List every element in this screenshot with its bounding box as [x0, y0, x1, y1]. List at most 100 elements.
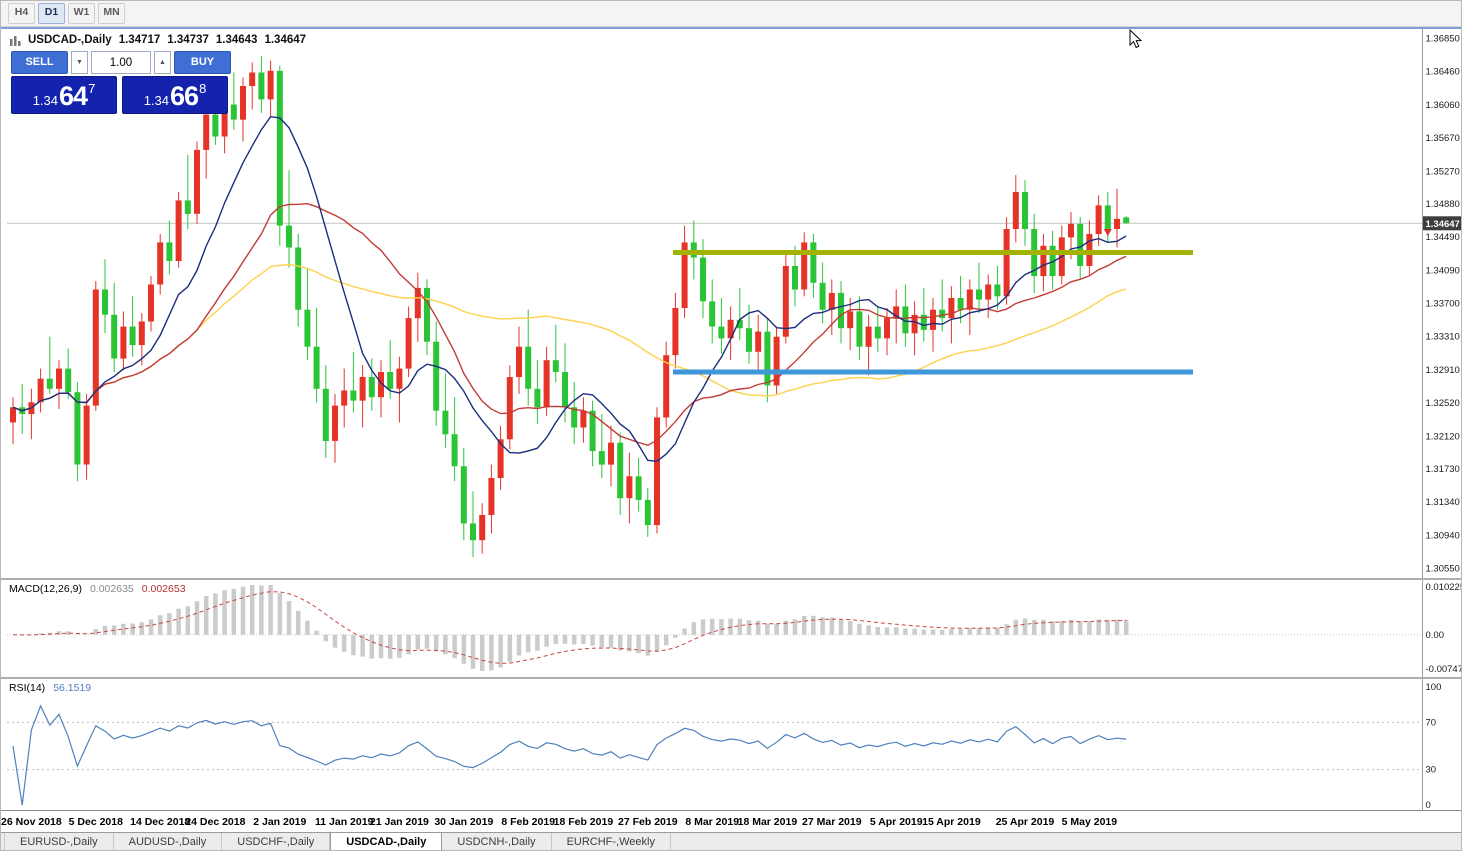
svg-text:1.35270: 1.35270 — [1426, 166, 1460, 177]
sell-price-box[interactable]: 1.34 64 7 — [11, 76, 117, 114]
svg-text:1.32520: 1.32520 — [1426, 398, 1460, 409]
date-label: 14 Dec 2018 — [130, 816, 191, 828]
date-axis[interactable]: 26 Nov 2018 5 Dec 2018 14 Dec 2018 24 Dec 2… — [1, 811, 1461, 834]
ohlc-open: 1.34717 — [118, 34, 161, 46]
date-label: 8 Mar 2019 — [685, 816, 740, 828]
svg-text:70: 70 — [1426, 717, 1437, 728]
timeframe-toolbar: H4 D1 W1 MN — [1, 1, 1461, 27]
rsi-panel-canvas[interactable]: 100 70 30 0 — [1, 679, 1462, 810]
buy-price-big: 66 — [170, 81, 199, 112]
date-label: 30 Jan 2019 — [434, 816, 494, 828]
date-label: 18 Feb 2019 — [553, 816, 614, 828]
svg-text:1.31730: 1.31730 — [1426, 464, 1460, 475]
timeframe-button-mn[interactable]: MN — [98, 3, 125, 24]
date-label: 21 Jan 2019 — [369, 816, 429, 828]
one-click-trade-panel: SELL ▼ ▲ BUY 1.34 64 7 1.34 66 8 — [11, 51, 233, 114]
rsi-value: 56.1519 — [53, 682, 92, 694]
ohlc-low: 1.34643 — [215, 34, 258, 46]
rsi-name: RSI(14) — [9, 682, 46, 694]
sell-price-prefix: 1.34 — [32, 93, 59, 108]
volume-input[interactable] — [91, 51, 151, 74]
macd-panel-canvas[interactable]: 0.010225 0.00 -0.00747 — [1, 580, 1462, 677]
svg-text:1.33310: 1.33310 — [1426, 331, 1460, 342]
macd-histogram — [19, 585, 1129, 671]
chart-tab-eurchf[interactable]: EURCHF-,Weekly — [552, 833, 671, 850]
svg-text:1.32120: 1.32120 — [1426, 431, 1460, 442]
panel-separator[interactable] — [1, 578, 1461, 580]
candles-layer[interactable] — [10, 55, 1130, 558]
svg-text:0: 0 — [1426, 800, 1431, 810]
ohlc-close: 1.34647 — [264, 34, 307, 46]
buy-price-pip: 8 — [199, 81, 207, 96]
macd-label: MACD(12,26,9) 0.002635 0.002653 — [9, 583, 186, 595]
timeframe-button-h4[interactable]: H4 — [8, 3, 35, 24]
svg-text:1.34090: 1.34090 — [1426, 266, 1460, 277]
svg-text:1.35670: 1.35670 — [1426, 133, 1460, 144]
date-label: 5 Apr 2019 — [869, 816, 923, 828]
main-chart-canvas[interactable]: 1.368501.364601.360601.356701.352701.348… — [1, 29, 1462, 578]
date-label: 2 Jan 2019 — [253, 816, 307, 828]
timeframe-button-w1[interactable]: W1 — [68, 3, 95, 24]
trade-arrow-marker — [1103, 229, 1112, 236]
volume-step-down-button[interactable]: ▼ — [71, 51, 88, 74]
sell-price-pip: 7 — [88, 81, 96, 96]
date-label: 11 Jan 2019 — [314, 816, 374, 828]
chart-tab-audusd[interactable]: AUDUSD-,Daily — [114, 833, 223, 850]
support-resistance-lines[interactable] — [673, 250, 1193, 375]
chart-type-icon — [10, 35, 21, 46]
svg-text:1.34880: 1.34880 — [1426, 199, 1460, 210]
svg-text:1.30940: 1.30940 — [1426, 531, 1460, 542]
date-label: 5 Dec 2018 — [68, 816, 123, 828]
rsi-label: RSI(14) 56.1519 — [9, 682, 91, 694]
buy-price-box[interactable]: 1.34 66 8 — [122, 76, 228, 114]
svg-text:0.010225: 0.010225 — [1426, 582, 1462, 593]
date-label: 26 Nov 2018 — [1, 816, 62, 828]
macd-scale: 0.010225 0.00 -0.00747 — [1422, 580, 1462, 677]
svg-text:0.00: 0.00 — [1426, 630, 1445, 641]
date-label: 8 Feb 2019 — [501, 816, 556, 828]
symbol-tab-bar: EURUSD-,Daily AUDUSD-,Daily USDCHF-,Daily U… — [1, 832, 1461, 850]
svg-text:1.34647: 1.34647 — [1426, 219, 1460, 230]
triangle-down-icon: ▼ — [76, 59, 83, 66]
sell-button[interactable]: SELL — [11, 51, 68, 74]
svg-text:1.31340: 1.31340 — [1426, 497, 1460, 508]
price-scale: 1.36850 1.36460 1.36060 1.35670 1.35270 1.348… — [1422, 29, 1460, 578]
rsi-level-lines — [7, 721, 1422, 771]
svg-text:1.36850: 1.36850 — [1426, 34, 1460, 45]
volume-step-up-button[interactable]: ▲ — [154, 51, 171, 74]
chart-header: USDCAD-,Daily 1.34717 1.34737 1.34643 1.… — [10, 34, 306, 46]
date-label: 24 Dec 2018 — [185, 816, 246, 828]
chart-tab-usdchf[interactable]: USDCHF-,Daily — [222, 833, 331, 850]
symbol-period-title: USDCAD-,Daily — [28, 34, 112, 46]
svg-text:100: 100 — [1426, 682, 1442, 693]
svg-text:1.36060: 1.36060 — [1426, 100, 1460, 111]
chart-tab-usdcad[interactable]: USDCAD-,Daily — [330, 833, 443, 850]
panel-separator[interactable] — [1, 677, 1461, 679]
date-label: 15 Apr 2019 — [922, 816, 981, 828]
date-label: 27 Mar 2019 — [802, 816, 862, 828]
macd-signal-line — [12, 591, 1127, 664]
panel-separator — [1, 810, 1461, 811]
macd-name: MACD(12,26,9) — [9, 583, 82, 595]
svg-text:1.32910: 1.32910 — [1426, 365, 1460, 376]
date-label: 5 May 2019 — [1061, 816, 1118, 828]
macd-main-value: 0.002635 — [89, 583, 134, 595]
chart-tab-eurusd[interactable]: EURUSD-,Daily — [4, 833, 114, 850]
buy-price-prefix: 1.34 — [143, 93, 170, 108]
buy-button[interactable]: BUY — [174, 51, 231, 74]
svg-text:1.34490: 1.34490 — [1426, 232, 1460, 243]
timeframe-button-d1[interactable]: D1 — [38, 3, 65, 24]
bid-price-badge: 1.34647 — [1423, 216, 1461, 231]
ohlc-high: 1.34737 — [167, 34, 209, 46]
macd-signal-value: 0.002653 — [141, 583, 186, 595]
date-label: 18 Mar 2019 — [737, 816, 798, 828]
rsi-scale: 100 70 30 0 — [1422, 679, 1442, 810]
chart-tab-usdcnh[interactable]: USDCNH-,Daily — [442, 833, 552, 850]
sell-price-big: 64 — [59, 81, 88, 112]
rsi-line — [12, 704, 1127, 806]
date-label: 25 Apr 2019 — [995, 816, 1055, 828]
chart-window: 1.36850 1.36460 1.36060 1.35670 1.35270 1.348… — [1, 27, 1462, 834]
svg-text:1.33700: 1.33700 — [1426, 299, 1460, 310]
date-label: 27 Feb 2019 — [618, 816, 678, 828]
